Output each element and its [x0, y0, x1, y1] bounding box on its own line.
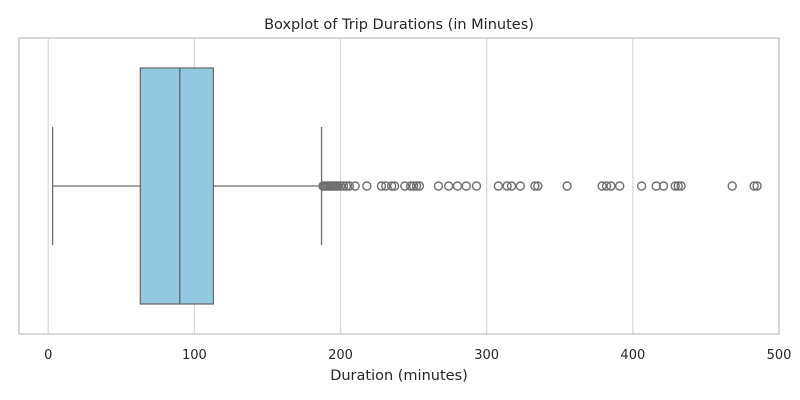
outlier-point	[452, 181, 463, 191]
outlier-point	[749, 181, 759, 191]
outlier-point	[362, 181, 372, 191]
box-group	[51, 67, 323, 305]
x-tick-label: 200	[328, 348, 353, 363]
outlier-point	[414, 181, 425, 191]
outlier-point	[471, 181, 482, 191]
outlier-point	[515, 181, 526, 191]
outlier-point	[461, 181, 471, 191]
x-tick-label: 0	[44, 348, 52, 363]
outlier-point	[673, 181, 683, 191]
outlier-point	[400, 181, 410, 191]
outlier-point	[381, 181, 391, 191]
outlier-point	[601, 181, 612, 191]
outlier-point	[411, 181, 422, 191]
outlier-point	[658, 181, 669, 191]
outlier-point	[614, 181, 625, 191]
outlier-point	[350, 181, 360, 191]
x-axis-label: Duration (minutes)	[330, 368, 468, 384]
outlier-point	[341, 181, 352, 191]
chart-title: Boxplot of Trip Durations (in Minutes)	[264, 17, 534, 33]
outlier-point	[502, 181, 512, 191]
outlier-point	[676, 181, 686, 191]
outlier-point	[443, 181, 454, 191]
outlier-point	[506, 181, 517, 191]
outlier-point	[408, 181, 419, 191]
outlier-points	[318, 181, 762, 191]
x-tick-label: 300	[474, 348, 499, 363]
outlier-point	[636, 181, 647, 191]
outlier-point	[386, 181, 397, 191]
outlier-point	[344, 181, 355, 191]
outlier-point	[752, 181, 762, 191]
outlier-point	[727, 181, 737, 191]
outlier-point	[562, 181, 572, 191]
outlier-point	[335, 181, 346, 191]
outlier-point	[433, 181, 444, 191]
outlier-point	[332, 181, 343, 191]
outlier-point	[533, 181, 543, 191]
x-tick-label: 100	[182, 348, 207, 363]
outlier-point	[405, 181, 416, 191]
plot-frame	[18, 37, 780, 335]
outlier-point	[606, 181, 616, 191]
iqr-box	[139, 67, 215, 305]
outlier-point	[670, 181, 680, 191]
x-axis-ticks: 0 100 200 300 400 500	[44, 348, 791, 363]
x-tick-label: 500	[767, 348, 792, 363]
outlier-point	[530, 181, 540, 191]
outlier-point	[389, 181, 400, 191]
outlier-point	[376, 181, 387, 191]
outlier-point	[493, 181, 504, 191]
outlier-point	[597, 181, 607, 191]
x-tick-label: 400	[620, 348, 645, 363]
outlier-point	[338, 181, 349, 191]
